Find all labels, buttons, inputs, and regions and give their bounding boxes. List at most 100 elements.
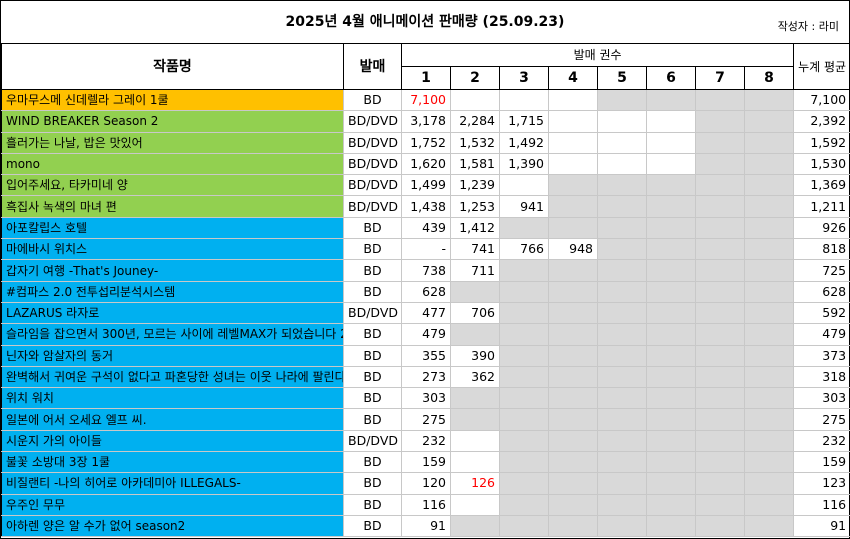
- release-format: BD: [343, 344, 402, 367]
- table-row: 흘러가는 나날, 밥은 맛있어 BD/DVD 1,752 1,532 1,492 1,59…: [1, 131, 850, 154]
- work-title: 슬라임을 잡으면서 300년, 모르는 사이에 레벨MAX가 되었습니다 2: [1, 323, 344, 346]
- volume-sales: 741: [450, 238, 500, 261]
- unplanned-cell: [499, 514, 549, 538]
- unplanned-cell: [499, 259, 549, 282]
- unplanned-cell: [548, 387, 598, 410]
- volume-number: 6: [646, 66, 696, 90]
- volume-sales: 362: [450, 365, 500, 389]
- work-title: 입어주세요, 타카미네 양: [1, 174, 344, 197]
- release-format: BD: [343, 280, 402, 303]
- unplanned-cell: [743, 365, 795, 389]
- volume-sales: 941: [499, 195, 549, 218]
- work-title: 흑집사 녹색의 마녀 편: [1, 195, 344, 218]
- volume-number: 2: [450, 66, 500, 90]
- unplanned-cell: [548, 195, 598, 218]
- volume-sales: 1,752: [401, 131, 451, 154]
- volume-sales: 479: [401, 323, 451, 346]
- unplanned-cell: [743, 323, 795, 346]
- average-sales: 1,369: [793, 174, 850, 197]
- unplanned-cell: [450, 387, 500, 410]
- volume-sales: [499, 174, 549, 197]
- release-format: BD/DVD: [343, 429, 402, 453]
- unplanned-cell: [646, 451, 696, 474]
- volume-sales: [450, 451, 500, 474]
- unplanned-cell: [646, 344, 696, 367]
- table-row: 불꽃 소방대 3장 1쿨 BD 159 159: [1, 451, 850, 474]
- work-title: 아포칼립스 호텔: [1, 216, 344, 240]
- table-row: 흑집사 녹색의 마녀 편 BD/DVD 1,438 1,253 941 1,211: [1, 195, 850, 218]
- unplanned-cell: [597, 280, 647, 303]
- volume-sales: [646, 152, 696, 176]
- unplanned-cell: [695, 88, 745, 112]
- volume-sales: 159: [401, 451, 451, 474]
- unplanned-cell: [695, 238, 745, 261]
- average-sales: 159: [793, 451, 850, 474]
- unplanned-cell: [743, 493, 795, 516]
- release-format: BD/DVD: [343, 110, 402, 133]
- unplanned-cell: [548, 301, 598, 325]
- unplanned-cell: [743, 238, 795, 261]
- volume-sales: 477: [401, 301, 451, 325]
- volume-sales: 1,532: [450, 131, 500, 154]
- release-format: BD/DVD: [343, 131, 402, 154]
- unplanned-cell: [548, 451, 598, 474]
- unplanned-cell: [743, 216, 795, 240]
- unplanned-cell: [646, 301, 696, 325]
- unplanned-cell: [695, 195, 745, 218]
- average-sales: 1,211: [793, 195, 850, 218]
- average-sales: 1,592: [793, 131, 850, 154]
- unplanned-cell: [499, 216, 549, 240]
- table-row: 위치 워치 BD 303 303: [1, 387, 850, 410]
- unplanned-cell: [597, 472, 647, 495]
- unplanned-cell: [597, 344, 647, 367]
- unplanned-cell: [597, 451, 647, 474]
- unplanned-cell: [548, 344, 598, 367]
- unplanned-cell: [548, 365, 598, 389]
- release-format: BD: [343, 387, 402, 410]
- table-row: 갑자기 여행 -That's Jouney- BD 738 711 725: [1, 259, 850, 282]
- unplanned-cell: [597, 216, 647, 240]
- release-format: BD: [343, 472, 402, 495]
- unplanned-cell: [695, 131, 745, 154]
- work-title: 일본에 어서 오세요 엘프 씨.: [1, 408, 344, 431]
- unplanned-cell: [743, 408, 795, 431]
- unplanned-cell: [548, 216, 598, 240]
- volume-sales: [450, 88, 500, 112]
- unplanned-cell: [597, 88, 647, 112]
- average-sales: 91: [793, 514, 850, 538]
- unplanned-cell: [597, 195, 647, 218]
- unplanned-cell: [597, 238, 647, 261]
- table-row: LAZARUS 라자로 BD/DVD 477 706 592: [1, 301, 850, 325]
- unplanned-cell: [646, 493, 696, 516]
- unplanned-cell: [695, 259, 745, 282]
- header-average: 누계 평균: [793, 43, 850, 90]
- unplanned-cell: [743, 301, 795, 325]
- volume-sales: 232: [401, 429, 451, 453]
- release-format: BD: [343, 451, 402, 474]
- unplanned-cell: [695, 514, 745, 538]
- volume-sales: [450, 493, 500, 516]
- volume-sales: [499, 88, 549, 112]
- unplanned-cell: [499, 280, 549, 303]
- volume-number: 4: [548, 66, 598, 90]
- unplanned-cell: [548, 514, 598, 538]
- average-sales: 725: [793, 259, 850, 282]
- unplanned-cell: [499, 387, 549, 410]
- unplanned-cell: [597, 365, 647, 389]
- table-row: 일본에 어서 오세요 엘프 씨. BD 275 275: [1, 408, 850, 431]
- unplanned-cell: [743, 259, 795, 282]
- volume-sales: 116: [401, 493, 451, 516]
- table-row: 닌자와 암살자의 동거 BD 355 390 373: [1, 344, 850, 367]
- unplanned-cell: [499, 365, 549, 389]
- average-sales: 318: [793, 365, 850, 389]
- unplanned-cell: [548, 259, 598, 282]
- unplanned-cell: [743, 472, 795, 495]
- volume-sales: 126: [450, 472, 500, 495]
- release-format: BD: [343, 88, 402, 112]
- volume-sales: 1,715: [499, 110, 549, 133]
- unplanned-cell: [597, 408, 647, 431]
- unplanned-cell: [743, 344, 795, 367]
- table-row: 비질랜티 -나의 히어로 아카데미아 ILLEGALS- BD 120 126 123: [1, 472, 850, 495]
- unplanned-cell: [695, 408, 745, 431]
